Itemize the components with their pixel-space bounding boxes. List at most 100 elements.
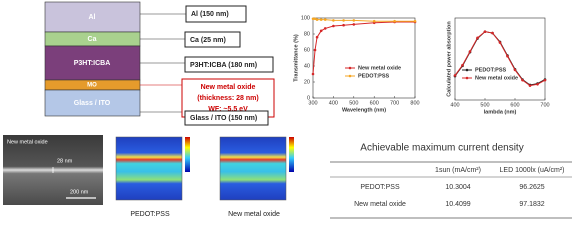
data-point [413, 19, 417, 23]
y-tick-label: 20 [304, 79, 310, 85]
data-point [372, 19, 376, 23]
data-point [352, 19, 356, 22]
y-tick-label: 60 [304, 47, 310, 53]
map-label: New metal oxide [228, 211, 280, 218]
layer-name: MO [87, 83, 97, 89]
legend-marker [348, 66, 352, 70]
data-point [491, 31, 494, 35]
data-point [483, 30, 487, 33]
layer-label: Al (150 nm) [191, 11, 229, 18]
y-tick-label: 100 [301, 15, 310, 21]
x-tick-label: 500 [480, 102, 489, 108]
x-tick-label: 800 [410, 100, 419, 106]
x-tick-label: 400 [329, 100, 338, 106]
heatmap [219, 136, 287, 201]
data-point [323, 27, 327, 30]
data-point [311, 17, 315, 21]
data-point [528, 84, 532, 87]
data-point [319, 29, 323, 33]
sem-title: New metal oxide [7, 139, 48, 145]
label-box [184, 31, 241, 48]
table-header: 1sun (mA/cm²) [435, 167, 481, 174]
x-tick-label: 500 [349, 100, 358, 106]
legend-label: New metal oxide [475, 75, 518, 81]
data-point [461, 63, 464, 67]
heatmap [115, 136, 183, 201]
y-tick-label: 40 [304, 63, 310, 69]
map-label: PEDOT:PSS [130, 211, 170, 218]
data-point [323, 18, 327, 21]
layer-active [44, 45, 141, 81]
x-axis-label: Wavelength (nm) [342, 107, 386, 113]
legend-label: PEDOT:PSS [358, 73, 390, 79]
data-point [319, 18, 323, 21]
x-tick-label: 700 [390, 100, 399, 106]
table-cell: PEDOT:PSS [360, 184, 400, 191]
data-point [352, 23, 356, 26]
table-cell: 97.1832 [519, 201, 544, 208]
field-maps: PEDOT:PSS New metal oxide [115, 136, 294, 218]
data-point [313, 48, 317, 52]
data-point [468, 50, 472, 53]
y-tick-label: 0 [307, 95, 310, 101]
y-tick-label: 80 [304, 31, 310, 37]
y-axis-label: Calculated power absorption [446, 21, 452, 97]
data-point [521, 78, 524, 82]
layer-label: Glass / ITO (150 nm) [190, 115, 257, 122]
data-point [506, 54, 509, 58]
data-point [393, 19, 396, 23]
colorbar [185, 137, 190, 172]
legend-marker [465, 68, 469, 72]
label-box [185, 5, 247, 23]
sem-image: New metal oxide 28 nm 200 nm [3, 135, 103, 205]
layer-label: P3HT:ICBA (180 nm) [190, 62, 257, 69]
table: Achievable maximum current density 1sun … [330, 143, 572, 219]
data-point [313, 17, 317, 21]
data-point [498, 41, 502, 44]
data-point [476, 36, 479, 40]
connectors [140, 13, 186, 113]
plot-frame [454, 17, 546, 101]
layer-label: (thickness: 28 nm) [197, 95, 258, 102]
table-title: Achievable maximum current density [360, 143, 523, 154]
figure: Al Ca P3HT:ICBA MO Glass / ITO Al (150 n… [3, 1, 572, 219]
x-tick-label: 300 [308, 100, 317, 106]
layer-name: Glass / ITO [74, 100, 111, 107]
legend-label: PEDOT:PSS [475, 67, 507, 73]
layer-al [44, 1, 141, 33]
colorbar [289, 137, 294, 172]
layer-ito [44, 89, 141, 117]
x-axis-label: lambda (nm) [484, 109, 517, 115]
data-point [311, 72, 315, 76]
data-point [342, 19, 345, 22]
legend-marker [348, 74, 352, 78]
legend-marker [465, 76, 469, 80]
layer-stack: Al Ca P3HT:ICBA MO Glass / ITO Al (150 n… [44, 1, 275, 126]
sem-thickness: 28 nm [57, 158, 73, 164]
scale-label: 200 nm [70, 189, 89, 195]
x-tick-label: 600 [370, 100, 379, 106]
x-tick-label: 400 [450, 102, 459, 108]
data-point [315, 18, 319, 21]
layer-label: New metal oxide [201, 84, 256, 91]
data-point [513, 68, 517, 72]
label-box [184, 56, 274, 73]
legend-label: New metal oxide [358, 65, 401, 71]
table-cell: 96.2625 [519, 184, 544, 191]
layer-name: Al [89, 14, 96, 21]
data-point [315, 35, 319, 39]
table-cell: New metal oxide [354, 201, 406, 208]
series-line [313, 18, 415, 22]
table-header: LED 1000lx (uA/cm²) [500, 167, 565, 174]
data-point [453, 74, 457, 77]
table-cell: 10.4099 [445, 201, 470, 208]
plot-frame [312, 17, 416, 99]
x-tick-label: 600 [510, 102, 519, 108]
data-point [543, 78, 547, 82]
data-point [536, 82, 539, 86]
data-point [332, 19, 335, 22]
data-point [342, 23, 345, 27]
layer-name: Ca [88, 36, 97, 43]
layer-name: P3HT:ICBA [74, 60, 111, 67]
layer-label: WF: ~5.5 eV [208, 106, 248, 113]
